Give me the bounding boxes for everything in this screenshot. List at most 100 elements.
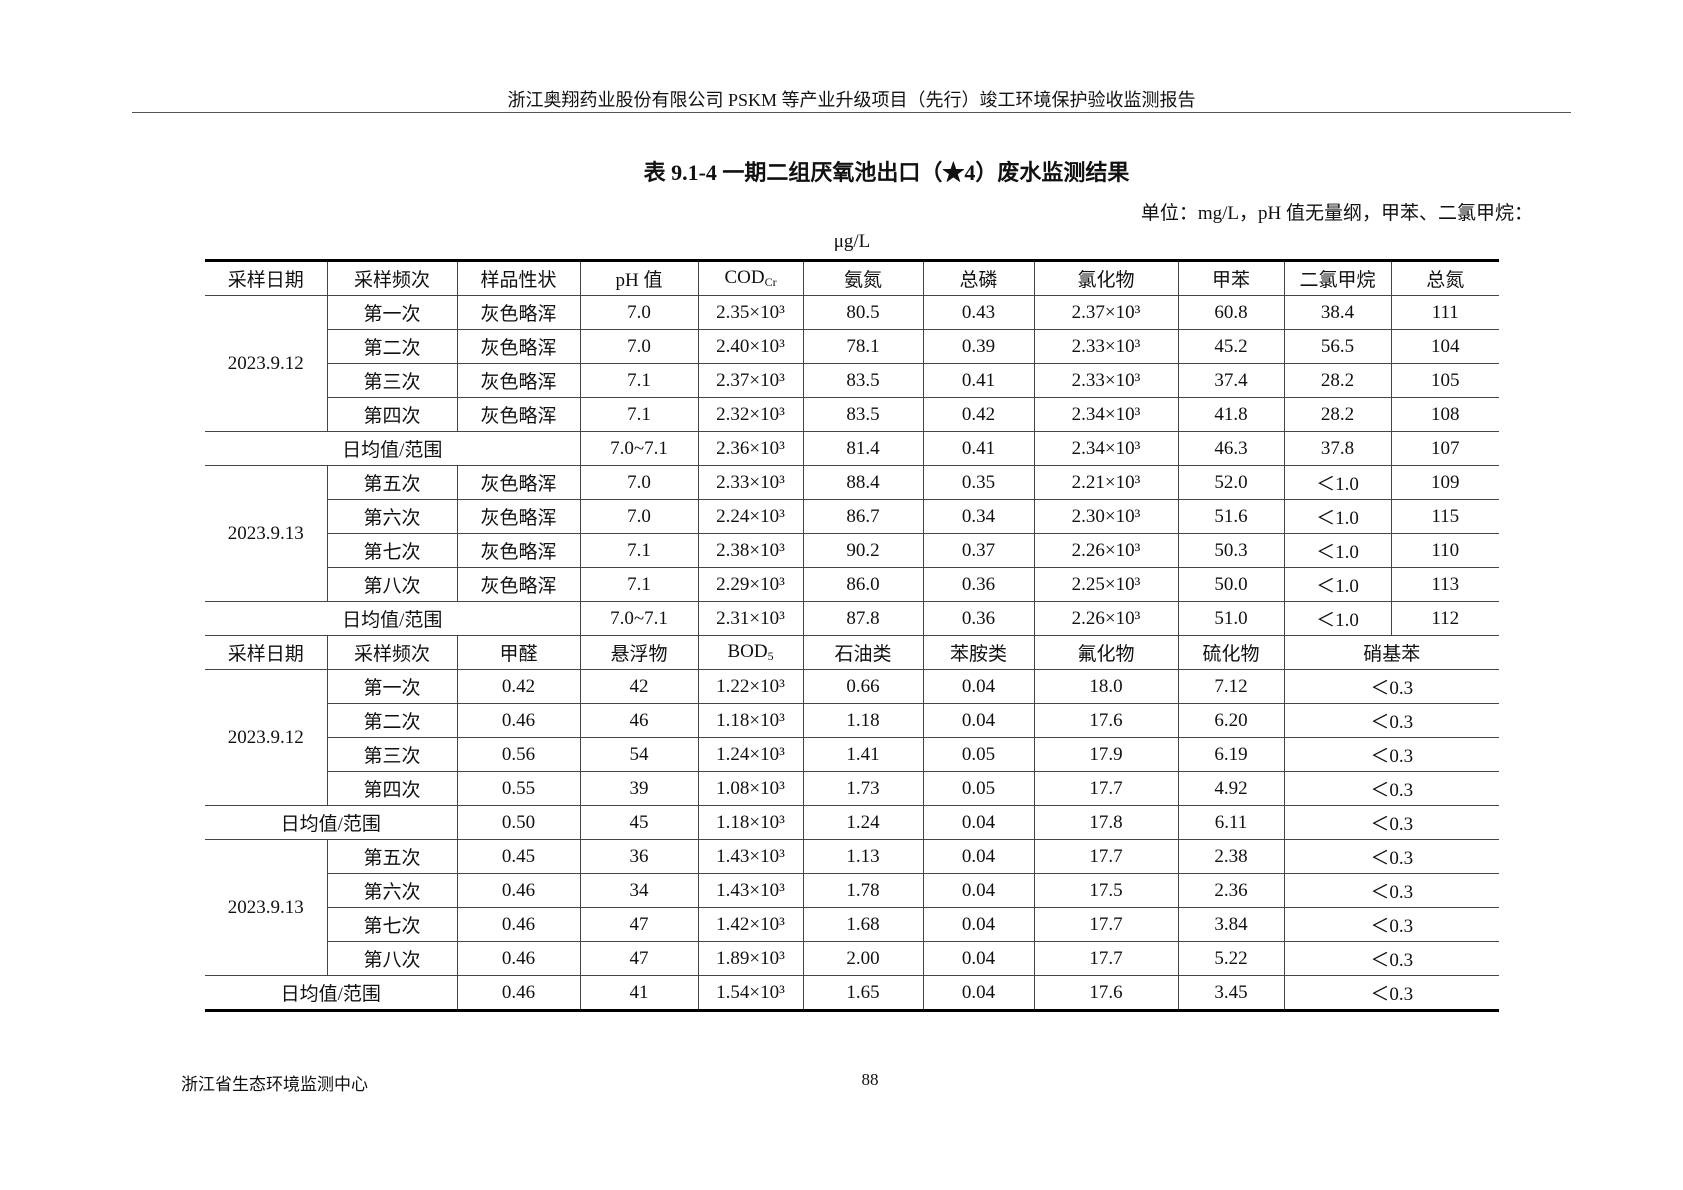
- value-cell: 5.22: [1177, 941, 1285, 976]
- value-cell: 86.7: [802, 499, 924, 534]
- column-header-text: COD: [724, 267, 765, 288]
- value-cell: 0.66: [802, 669, 924, 704]
- daily-average-label: 日均值/范围: [205, 975, 458, 1012]
- sample-frequency: 第二次: [327, 329, 458, 364]
- column-header: 样品性状: [456, 259, 581, 296]
- value-cell: 50.0: [1177, 567, 1285, 602]
- value-cell: 0.46: [456, 703, 581, 738]
- footer-organization: 浙江省生态环境监测中心: [181, 1075, 368, 1094]
- value-cell: 7.0: [579, 499, 699, 534]
- value-cell: 1.18×10³: [697, 703, 804, 738]
- value-cell: 0.04: [922, 839, 1035, 874]
- column-header-text: 采样日期: [227, 270, 304, 291]
- value-cell: 1.89×10³: [697, 941, 804, 976]
- value-cell: 灰色略浑: [456, 363, 581, 398]
- value-cell: 0.42: [922, 397, 1035, 432]
- column-header: 甲醛: [456, 635, 581, 670]
- column-header-text: 甲苯: [1211, 270, 1250, 291]
- value-cell: 38.4: [1283, 295, 1392, 330]
- value-cell: 灰色略浑: [456, 397, 581, 432]
- value-cell: 7.0: [579, 329, 699, 364]
- table-row: 2023.9.12 第一次 0.42 42 1.22×10³ 0.66 0.04 18.0 7.…: [205, 669, 1499, 806]
- table-row: 日均值/范围 0.50 45 1.18×10³ 1.24 0.04 17.8 6.11 ＜0.3: [205, 805, 1499, 840]
- column-header-text: 石油类: [834, 644, 892, 665]
- value-cell: 1.13: [802, 839, 924, 874]
- value-cell: 45.2: [1177, 329, 1285, 364]
- column-header-text: 样品性状: [480, 270, 557, 291]
- value-cell: 2.21×10³: [1033, 465, 1179, 500]
- value-cell: 7.1: [579, 363, 699, 398]
- table-row: 第二次 灰色略浑 7.0 2.40×10³ 78.1 0.39 2.33×10³ 45.2 56…: [205, 329, 1499, 364]
- table-row: 采样日期 采样频次 甲醛 悬浮物 BOD5 石油类 苯胺类 氟化物 硫化物 硝基苯: [205, 635, 1499, 670]
- value-cell: 83.5: [802, 397, 924, 432]
- daily-average-value: 37.8: [1283, 431, 1392, 466]
- value-cell: 51.6: [1177, 499, 1285, 534]
- table-row: 2023.9.13 第五次 灰色略浑 7.0 2.33×10³ 88.4 0.35 2.21×…: [205, 465, 1499, 602]
- table-row: 日均值/范围 7.0~7.1 2.36×10³ 81.4 0.41 2.34×10³ 46.…: [205, 431, 1499, 466]
- value-cell: 80.5: [802, 295, 924, 330]
- daily-average-value: 0.04: [922, 975, 1035, 1012]
- value-cell: 2.38×10³: [697, 533, 804, 568]
- table-row: 采样日期 采样频次 样品性状 pH 值 CODCr 氨氮 总磷 氯化物 甲苯 二氯甲烷 总氮: [205, 259, 1499, 296]
- sample-frequency: 第五次: [326, 465, 458, 500]
- value-cell: 0.36: [922, 567, 1035, 602]
- table-row: 第八次 0.46 47 1.89×10³ 2.00 0.04 17.7 5.22 ＜0.3: [205, 941, 1499, 976]
- value-cell: 0.41: [922, 363, 1035, 398]
- daily-average-label: 日均值/范围: [205, 431, 581, 466]
- sample-frequency: 第四次: [327, 771, 458, 806]
- value-cell: 1.18: [802, 703, 924, 738]
- sample-frequency: 第二次: [327, 703, 458, 738]
- value-cell: 17.7: [1033, 941, 1179, 976]
- value-cell: 108: [1390, 397, 1499, 432]
- column-header: 氟化物: [1033, 635, 1179, 670]
- column-header-text: 悬浮物: [610, 644, 668, 665]
- value-cell: 56.5: [1283, 329, 1392, 364]
- table-row: 日均值/范围 0.46 41 1.54×10³ 1.65 0.04 17.6 3.45 ＜0.3: [205, 975, 1499, 1012]
- column-header: 采样频次: [326, 635, 458, 670]
- column-header: 硝基苯: [1283, 635, 1499, 670]
- value-cell: 17.7: [1033, 839, 1179, 874]
- table-row: 2023.9.13 第五次 0.45 36 1.43×10³ 1.13 0.04 17.7 2.…: [205, 839, 1499, 976]
- sample-date: 2023.9.13: [205, 839, 328, 976]
- value-cell: 0.46: [456, 941, 581, 976]
- units-note: 单位：mg/L，pH 值无量纲，甲苯、二氯甲烷：: [1140, 203, 1533, 224]
- column-header: pH 值: [579, 259, 699, 296]
- table-row: 第四次 灰色略浑 7.1 2.32×10³ 83.5 0.42 2.34×10³ 41.8 28…: [205, 397, 1499, 432]
- value-cell: 2.29×10³: [697, 567, 804, 602]
- value-cell: 83.5: [802, 363, 924, 398]
- value-cell: 灰色略浑: [456, 499, 581, 534]
- value-cell: ＜1.0: [1283, 499, 1392, 534]
- sample-frequency: 第六次: [327, 873, 458, 908]
- value-cell: 47: [579, 907, 699, 942]
- sample-date: 2023.9.12: [205, 669, 328, 806]
- value-cell: 0.04: [922, 703, 1035, 738]
- value-cell: 0.05: [922, 737, 1035, 772]
- column-header: 二氯甲烷: [1283, 259, 1392, 296]
- column-header-text: 氨氮: [843, 270, 882, 291]
- daily-average-value: 45: [579, 805, 699, 840]
- value-cell: 3.84: [1177, 907, 1285, 942]
- daily-average-value: 2.34×10³: [1033, 431, 1179, 466]
- sample-frequency: 第三次: [327, 737, 458, 772]
- value-cell: 113: [1390, 567, 1499, 602]
- value-cell: 7.0: [579, 465, 699, 500]
- value-cell: 0.55: [456, 771, 581, 806]
- value-cell: ＜1.0: [1283, 533, 1392, 568]
- column-header: BOD5: [697, 635, 804, 670]
- value-cell: 2.34×10³: [1033, 397, 1179, 432]
- monitoring-results-table: 采样日期 采样频次 样品性状 pH 值 CODCr 氨氮 总磷 氯化物 甲苯 二氯甲烷 总氮 2023…: [205, 259, 1499, 1012]
- value-cell: 0.39: [922, 329, 1035, 364]
- value-cell: 0.04: [922, 873, 1035, 908]
- column-header-text: 硝基苯: [1363, 644, 1421, 665]
- value-cell: 28.2: [1283, 397, 1392, 432]
- value-cell: 17.7: [1033, 907, 1179, 942]
- sample-frequency: 第八次: [327, 567, 458, 602]
- value-cell: 110: [1390, 533, 1499, 568]
- table-row: 第二次 0.46 46 1.18×10³ 1.18 0.04 17.6 6.20 ＜0.3: [205, 703, 1499, 738]
- daily-average-label: 日均值/范围: [205, 601, 581, 636]
- daily-average-value: 2.31×10³: [697, 601, 804, 636]
- value-cell: 47: [579, 941, 699, 976]
- daily-average-label: 日均值/范围: [205, 805, 458, 840]
- column-header-text: 采样频次: [353, 270, 430, 291]
- value-cell: 34: [579, 873, 699, 908]
